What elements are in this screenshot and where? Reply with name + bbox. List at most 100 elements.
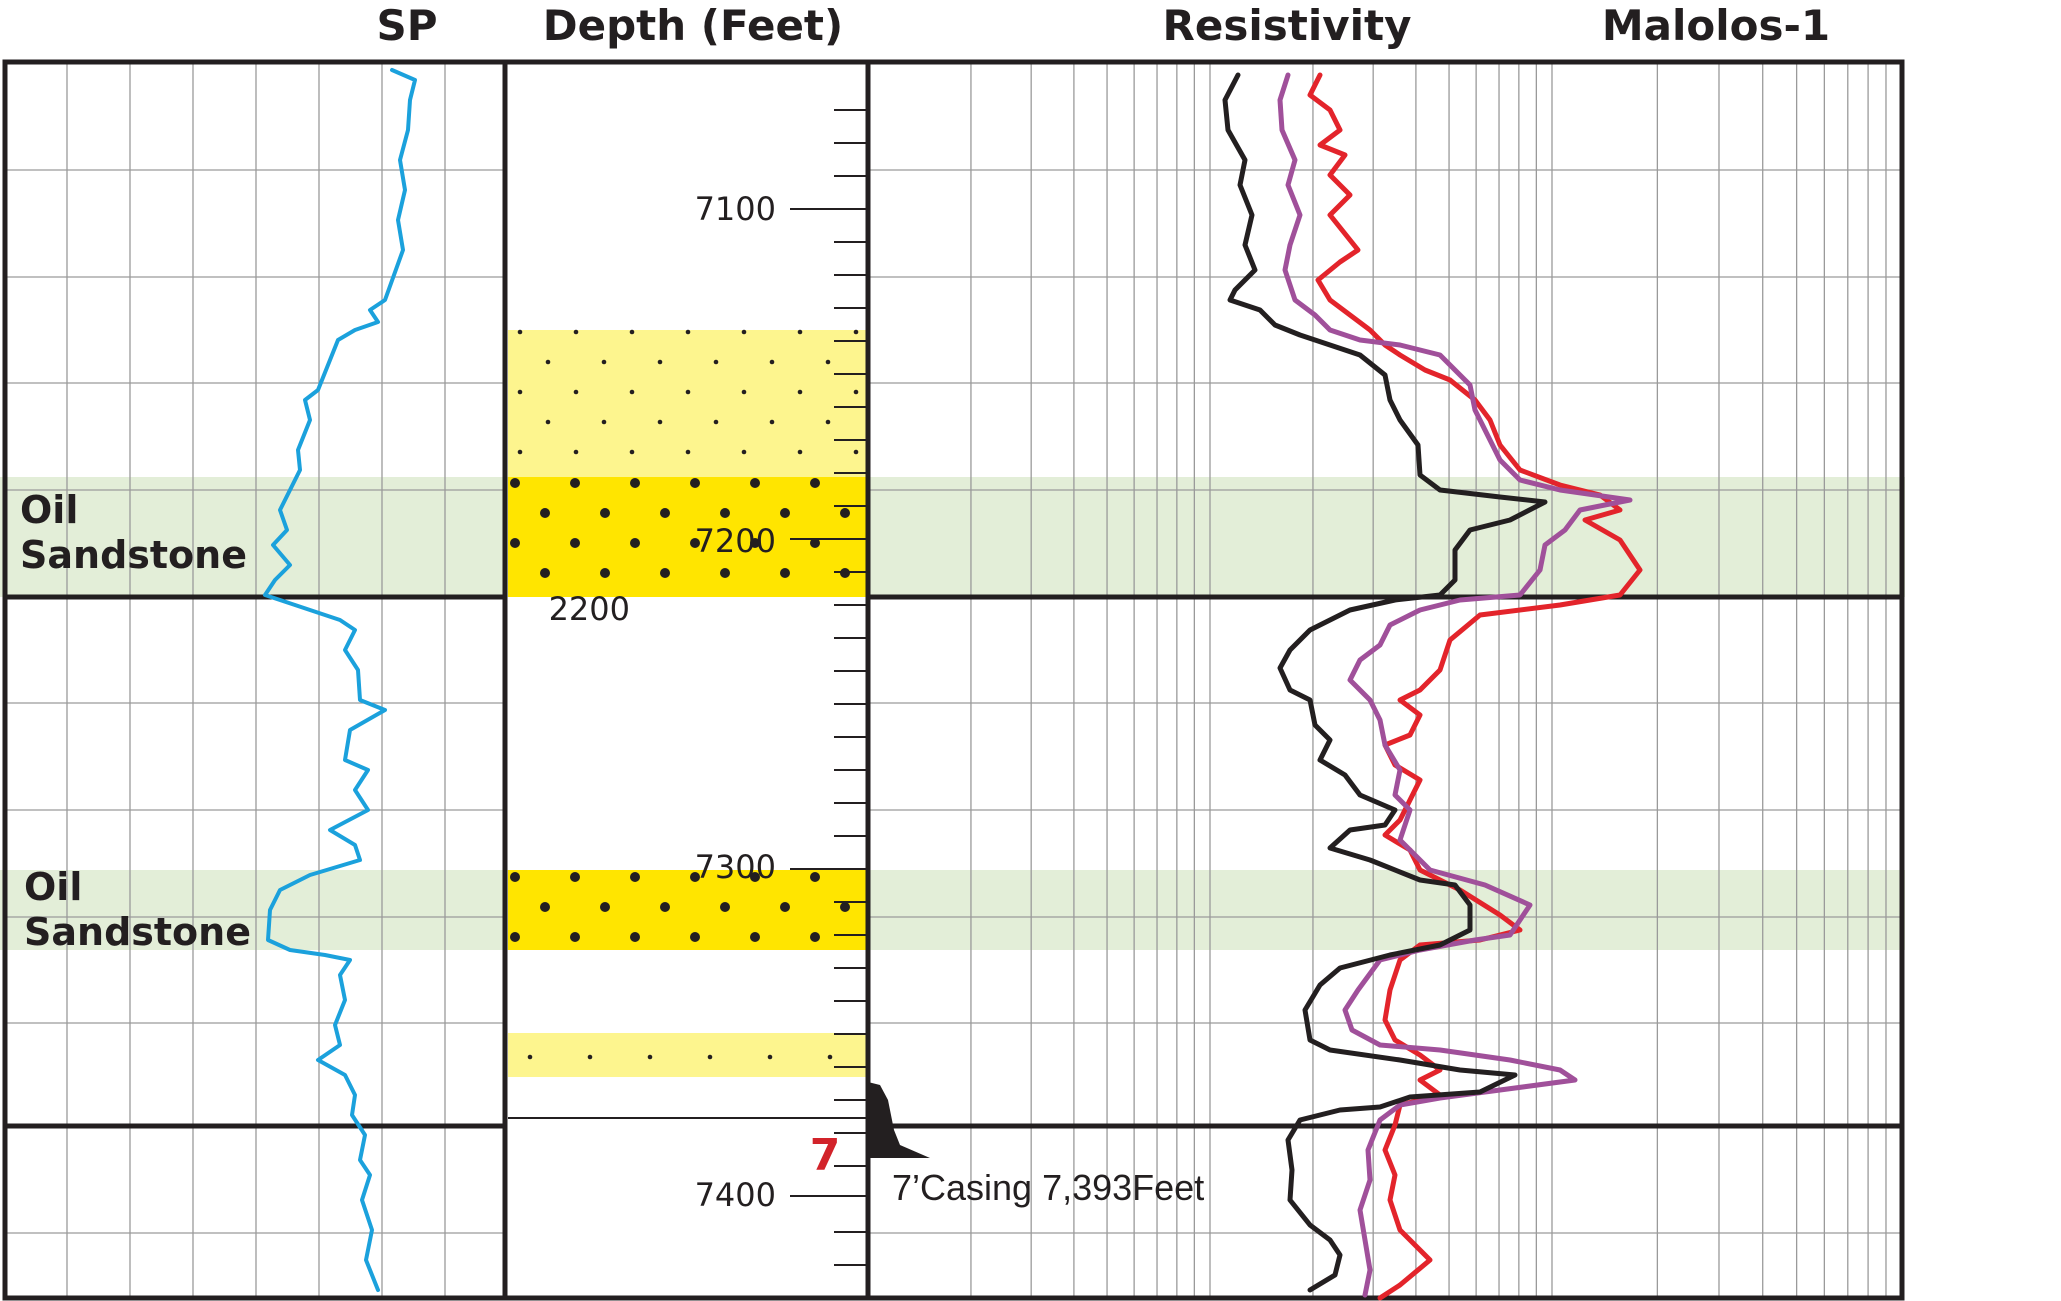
sand-dot [657, 419, 663, 425]
sand-dot [545, 359, 551, 365]
sand-bed-3 [508, 870, 866, 950]
sand-dot [840, 902, 850, 912]
depth-label-7400: 7400 [695, 1176, 776, 1214]
sand-dot [690, 538, 700, 548]
sand-dot [629, 329, 635, 335]
sand-dot [570, 932, 580, 942]
sand-dot [797, 329, 803, 335]
depth-ticks [790, 109, 866, 1266]
sand-dot [647, 1054, 653, 1060]
oil-zone-band-lower [0, 870, 1905, 950]
sand-dot [570, 478, 580, 488]
sand-dot [630, 478, 640, 488]
zone-label-upper-line2: Sandstone [20, 533, 247, 577]
sp-curve [263, 68, 417, 1292]
sand-dot [810, 478, 820, 488]
sand-dot [517, 329, 523, 335]
sand-dot [510, 872, 520, 882]
sand-dot [741, 329, 747, 335]
zone-label-lower-line2: Sandstone [24, 910, 251, 954]
sand-dot [510, 538, 520, 548]
sand-dot [510, 478, 520, 488]
zone-label-upper-line1: Oil [20, 488, 78, 532]
sand-dot [707, 1054, 713, 1060]
sand-dot [741, 449, 747, 455]
sand-dot [741, 389, 747, 395]
casing-size-mark: 7 [810, 1130, 841, 1181]
sand-dot [810, 538, 820, 548]
sand-dot [853, 389, 859, 395]
lithology-column [508, 329, 866, 1077]
sand-dot [840, 508, 850, 518]
sand-dot [713, 419, 719, 425]
sand-dot [767, 1054, 773, 1060]
sand-dot [797, 389, 803, 395]
sand-dot [769, 419, 775, 425]
sand-dot [657, 359, 663, 365]
sand-dot [685, 329, 691, 335]
oil-zone-bands [0, 477, 1905, 950]
sand-dot [810, 932, 820, 942]
sand-dot [750, 872, 760, 882]
depth-label-7200: 7200 [695, 522, 776, 560]
casing-shoe-icon [868, 1082, 930, 1158]
sand-dot [630, 932, 640, 942]
sand-dot [780, 568, 790, 578]
sand-dot [660, 902, 670, 912]
sand-dot [797, 449, 803, 455]
sand-dot [601, 419, 607, 425]
sand-dot [720, 508, 730, 518]
sand-dot [769, 359, 775, 365]
oil-zone-band-upper [0, 477, 1905, 597]
sand-dot [630, 538, 640, 548]
sand-dot [750, 932, 760, 942]
sand-dot [660, 568, 670, 578]
frame-outline [2, 59, 1905, 1301]
sand-dot [629, 449, 635, 455]
sand-dot [517, 389, 523, 395]
sand-dot [810, 872, 820, 882]
sand-dots [510, 329, 859, 1060]
sand-bed-1 [508, 330, 866, 477]
deep-resistivity-curve [1222, 72, 1548, 1293]
sand-dot [601, 359, 607, 365]
sand-dot [825, 359, 831, 365]
sand-dot [750, 478, 760, 488]
sand-bed-2 [508, 477, 866, 597]
sand-dot [630, 872, 640, 882]
sand-dot [545, 419, 551, 425]
zone-label-lower-line1: Oil [24, 865, 82, 909]
sand-dot [587, 1054, 593, 1060]
log-grid [5, 62, 1903, 1298]
sand-dot [780, 508, 790, 518]
sand-dot [853, 449, 859, 455]
sand-dot [685, 449, 691, 455]
sand-dot [510, 932, 520, 942]
sand-dot [629, 389, 635, 395]
sand-dot [517, 449, 523, 455]
sand-bed-4 [508, 1033, 866, 1077]
sand-dot [750, 538, 760, 548]
header-depth: Depth (Feet) [543, 1, 843, 50]
sand-dot [713, 359, 719, 365]
sand-dot [690, 872, 700, 882]
log-curves [263, 68, 1643, 1301]
sand-dot [780, 902, 790, 912]
sand-dot [573, 389, 579, 395]
sand-dot [540, 508, 550, 518]
sand-dot [685, 389, 691, 395]
sand-dot [600, 902, 610, 912]
header-sp: SP [376, 1, 437, 50]
header-resistivity: Resistivity [1163, 1, 1412, 50]
sand-dot [600, 508, 610, 518]
casing-depth-label: 7’Casing 7,393Feet [892, 1167, 1204, 1208]
sand-dot [660, 508, 670, 518]
sand-dot [690, 932, 700, 942]
sand-dot [825, 419, 831, 425]
sand-dot [540, 902, 550, 912]
medium-resistivity-curve [1277, 72, 1633, 1298]
sand-dot [853, 329, 859, 335]
sand-dot [573, 449, 579, 455]
log-frame [2, 59, 1905, 1301]
